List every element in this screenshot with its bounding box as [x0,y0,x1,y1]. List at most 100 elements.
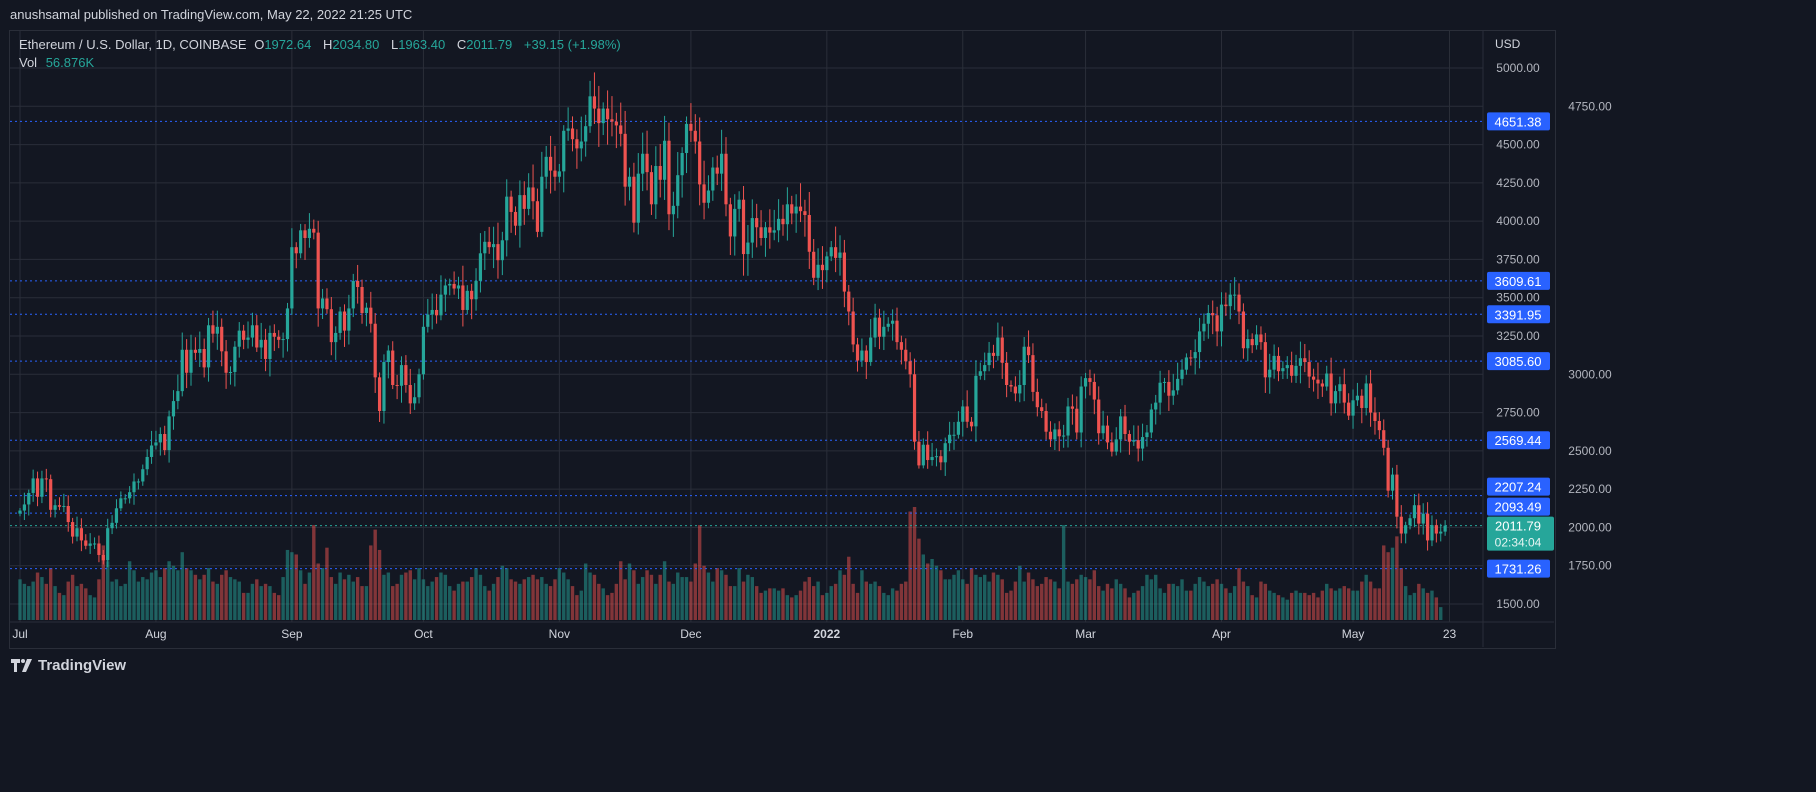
volume-bar [48,568,53,620]
candle-body [698,141,702,185]
candle-body [575,139,579,149]
volume-bar [728,586,733,620]
volume-bar [864,581,869,620]
volume-bar [439,572,443,620]
volume-bar [1333,590,1338,620]
y-tick-label: 3500.00 [1496,291,1540,305]
candle-body [891,320,895,324]
candle-body [1228,294,1232,307]
volume-bar [1294,590,1298,620]
candle-body [1132,440,1136,442]
candle-body [755,218,759,228]
volume-bar [106,561,110,620]
candle-body [1110,442,1114,452]
volume-bar [645,570,649,620]
volume-bar [1241,581,1246,620]
volume-bar [526,577,531,620]
candle-body [711,167,715,191]
candle-body [347,308,351,331]
level-price-text: 3391.95 [1495,307,1542,322]
candle-body [1241,311,1246,349]
volume-bar [395,583,399,620]
candle-body [816,264,820,278]
volume-bar [316,563,320,620]
volume-bar [601,588,605,620]
volume-bar [1171,583,1175,620]
volume-bar [224,570,228,620]
candle-body [834,247,838,258]
candle-body [733,208,737,237]
candle-body [1167,381,1171,396]
candle-body [136,481,140,483]
volume-bar [1246,586,1250,620]
volume-bar [667,581,671,620]
volume-bar [715,568,719,620]
volume-bar [1053,581,1057,620]
volume-bar [263,583,268,620]
candle-body [1316,379,1320,384]
candle-body [487,241,491,248]
candle-body [851,311,855,345]
open-value: 1972.64 [264,37,312,52]
volume-bar [377,549,382,620]
candle-body [610,119,614,122]
volume-bar [1079,574,1083,620]
level-price-text: 1731.26 [1495,562,1542,577]
low-value: 1963.40 [398,37,446,52]
volume-bar [1040,583,1044,620]
candle-body [40,478,44,497]
candle-body [518,195,522,226]
volume-bar [649,574,654,620]
volume-bar [680,577,684,620]
candle-body [1412,505,1417,519]
candle-body [307,228,312,238]
x-tick-label: Aug [145,627,166,641]
candle-body [930,456,934,461]
candle-body [1189,357,1193,359]
candle-body [1351,400,1355,416]
candle-body [259,339,263,348]
level-price-text: 2207.24 [1495,480,1542,495]
candle-body [224,351,228,373]
candle-body [1395,474,1399,517]
candle-body [1263,342,1267,378]
candle-body [356,280,360,287]
candle-body [110,522,114,529]
volume-bar [132,570,136,620]
candle-body [777,218,781,231]
candle-body [198,349,202,353]
candle-body [149,445,154,457]
candle-body [1303,358,1307,363]
high-label: H [322,37,333,52]
volume-bar [1346,588,1351,620]
volume-bar [1044,577,1048,620]
volume-bar [1329,588,1333,620]
volume-bar [347,574,351,620]
volume-bar [522,579,526,620]
volume-bar [1382,545,1386,620]
candle-body [1417,505,1421,524]
candle-body [211,325,215,334]
volume-bar [671,583,676,620]
volume-bar [509,579,513,620]
volume-bar [478,574,483,620]
candle-body [1097,399,1101,434]
volume-bar [1048,579,1053,620]
volume-bar [408,570,412,620]
volume-bar [1105,583,1110,620]
candle-body [141,469,145,482]
last-price-label [1487,516,1554,551]
candle-body [1338,384,1342,392]
candle-body [338,311,342,333]
tradingview-logo[interactable]: TradingView [11,657,126,674]
volume-bar [1013,581,1018,620]
close-label: C [456,37,467,52]
candle-body [737,199,741,209]
candle-body [952,434,956,436]
volume-bar [62,595,66,620]
candle-body [220,326,224,352]
volume-bar [1259,581,1263,620]
volume-bar [277,595,281,620]
high-value: 2034.80 [332,37,380,52]
